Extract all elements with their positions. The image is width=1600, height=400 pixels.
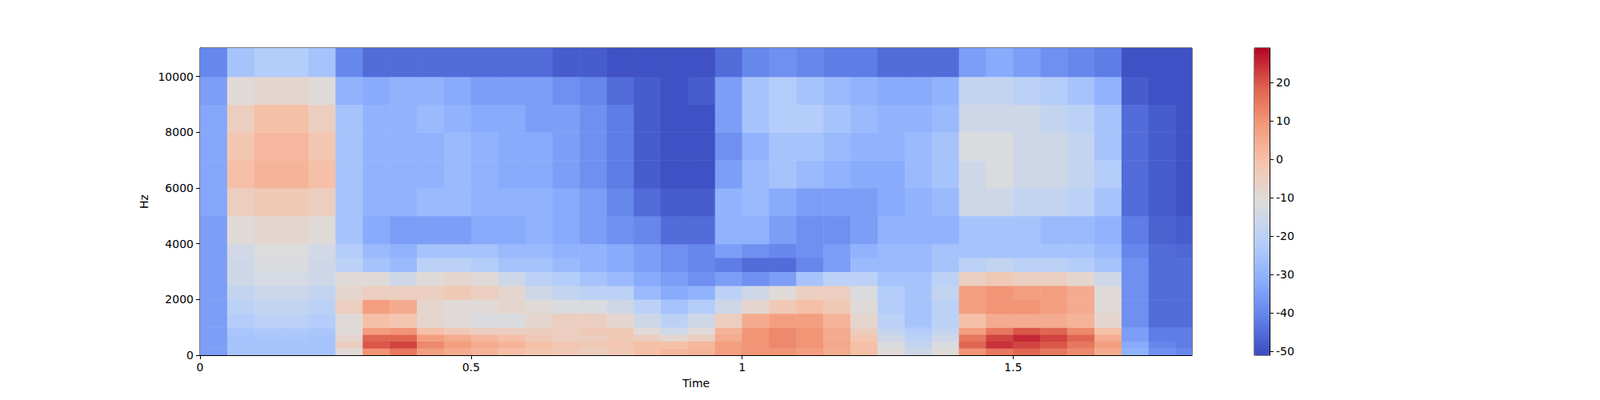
svg-text:-40: -40 (1276, 306, 1295, 320)
svg-text:4000: 4000 (164, 237, 194, 251)
svg-text:0: 0 (196, 360, 204, 374)
svg-text:0: 0 (1276, 152, 1284, 166)
svg-text:10: 10 (1276, 114, 1291, 128)
svg-text:1: 1 (738, 360, 746, 374)
svg-text:10000: 10000 (157, 70, 194, 84)
svg-text:-50: -50 (1276, 344, 1295, 358)
svg-text:1.5: 1.5 (1004, 360, 1022, 374)
svg-text:-30: -30 (1276, 268, 1295, 281)
svg-text:0: 0 (186, 348, 194, 362)
svg-text:-10: -10 (1276, 191, 1295, 204)
svg-text:0.5: 0.5 (462, 360, 480, 374)
svg-text:Hz: Hz (137, 194, 151, 209)
svg-text:2000: 2000 (164, 292, 194, 306)
svg-text:6000: 6000 (164, 181, 194, 195)
svg-text:Time: Time (681, 376, 710, 390)
svg-text:20: 20 (1276, 76, 1291, 89)
svg-text:-20: -20 (1276, 229, 1295, 243)
svg-text:8000: 8000 (164, 125, 194, 139)
